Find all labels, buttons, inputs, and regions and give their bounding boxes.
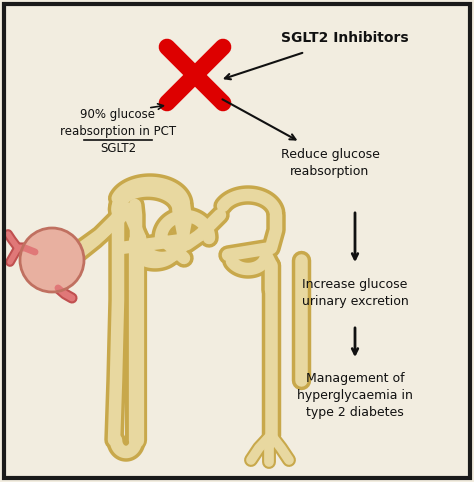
Text: Reduce glucose
reabsorption: Reduce glucose reabsorption bbox=[281, 148, 380, 178]
Text: 90% glucose
reabsorption in PCT
SGLT2: 90% glucose reabsorption in PCT SGLT2 bbox=[60, 108, 176, 155]
Circle shape bbox=[20, 228, 84, 292]
Text: Increase glucose
urinary excretion: Increase glucose urinary excretion bbox=[301, 278, 409, 308]
Text: SGLT2 Inhibitors: SGLT2 Inhibitors bbox=[281, 31, 409, 45]
Text: Management of
hyperglycaemia in
type 2 diabetes: Management of hyperglycaemia in type 2 d… bbox=[297, 372, 413, 419]
